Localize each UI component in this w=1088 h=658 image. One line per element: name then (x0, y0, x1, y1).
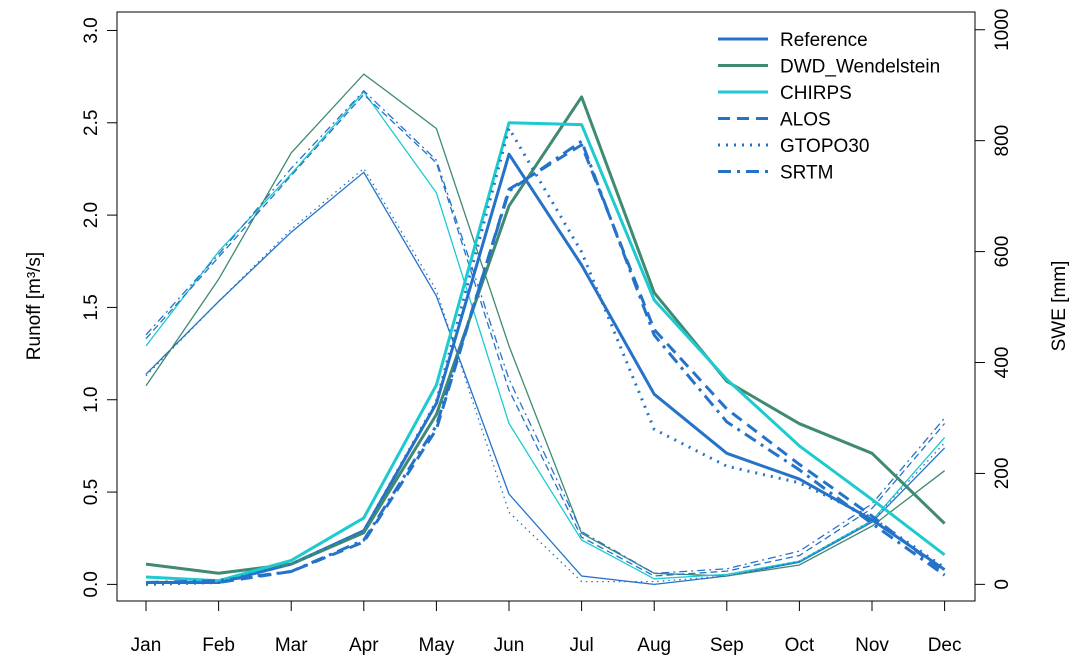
x-tick-label: Nov (855, 635, 889, 656)
y2-axis-title: SWE [mm] (1049, 261, 1070, 352)
x-tick-label: Jan (131, 635, 162, 656)
legend-label: Reference (780, 30, 868, 51)
runoff-line-reference (146, 152, 946, 584)
x-tick-label: Oct (785, 635, 815, 656)
x-tick-label: Mar (275, 635, 308, 656)
swe-line-dwd-wendelstein (145, 73, 945, 577)
y-axis-left: 0.0 0.5 1.0 1.5 2.0 2.5 3.0 (81, 17, 118, 598)
x-axis: Jan Feb Mar Apr May Jun Jul Aug Sep Oct Nov Dec (131, 600, 962, 656)
legend-label: SRTM (780, 163, 833, 184)
swe-line-reference (145, 171, 946, 586)
x-tick-label: Sep (710, 635, 744, 656)
runoff-line-srtm (145, 139, 946, 584)
x-tick-label: Apr (349, 635, 379, 656)
x-tick-label: Feb (202, 635, 235, 656)
y2-tick-label: 200 (992, 458, 1013, 490)
y-tick-label: 1.5 (81, 294, 102, 320)
legend-label: CHIRPS (780, 83, 852, 104)
swe-line-alos (145, 93, 946, 577)
y-axis-right: 0 200 400 600 800 1000 (974, 9, 1013, 590)
runoff-line-chirps (145, 121, 946, 583)
runoff-line-dwd-wendelstein (145, 95, 946, 575)
swe-series-group (145, 73, 946, 586)
legend-label: ALOS (780, 110, 831, 131)
y2-tick-label: 600 (992, 236, 1013, 268)
swe-line-gtopo30 (145, 167, 946, 583)
y2-tick-label: 400 (992, 347, 1013, 379)
y-tick-label: 3.0 (81, 17, 102, 43)
legend-label: GTOPO30 (780, 136, 869, 157)
x-tick-label: May (418, 635, 454, 656)
x-tick-label: Dec (928, 635, 962, 656)
y-tick-label: 2.0 (81, 202, 102, 228)
y-tick-label: 0.0 (81, 571, 102, 597)
y-tick-label: 2.5 (81, 110, 102, 136)
legend-label: DWD_Wendelstein (780, 57, 940, 78)
swe-line-srtm (145, 89, 946, 574)
y-tick-label: 0.5 (81, 479, 102, 505)
y-axis-title: Runoff [m³/s] (24, 252, 45, 360)
x-tick-label: Jun (494, 635, 525, 656)
y2-tick-label: 800 (992, 125, 1013, 157)
y-tick-label: 1.0 (81, 387, 102, 413)
y2-tick-label: 1000 (992, 9, 1013, 51)
y2-tick-label: 0 (992, 579, 1013, 590)
legend: Reference DWD_Wendelstein CHIRPS ALOS GTOPO3… (718, 30, 940, 184)
x-tick-label: Jul (569, 635, 593, 656)
runoff-series-group (145, 95, 946, 586)
swe-line-chirps (145, 90, 946, 580)
x-tick-label: Aug (637, 635, 671, 656)
